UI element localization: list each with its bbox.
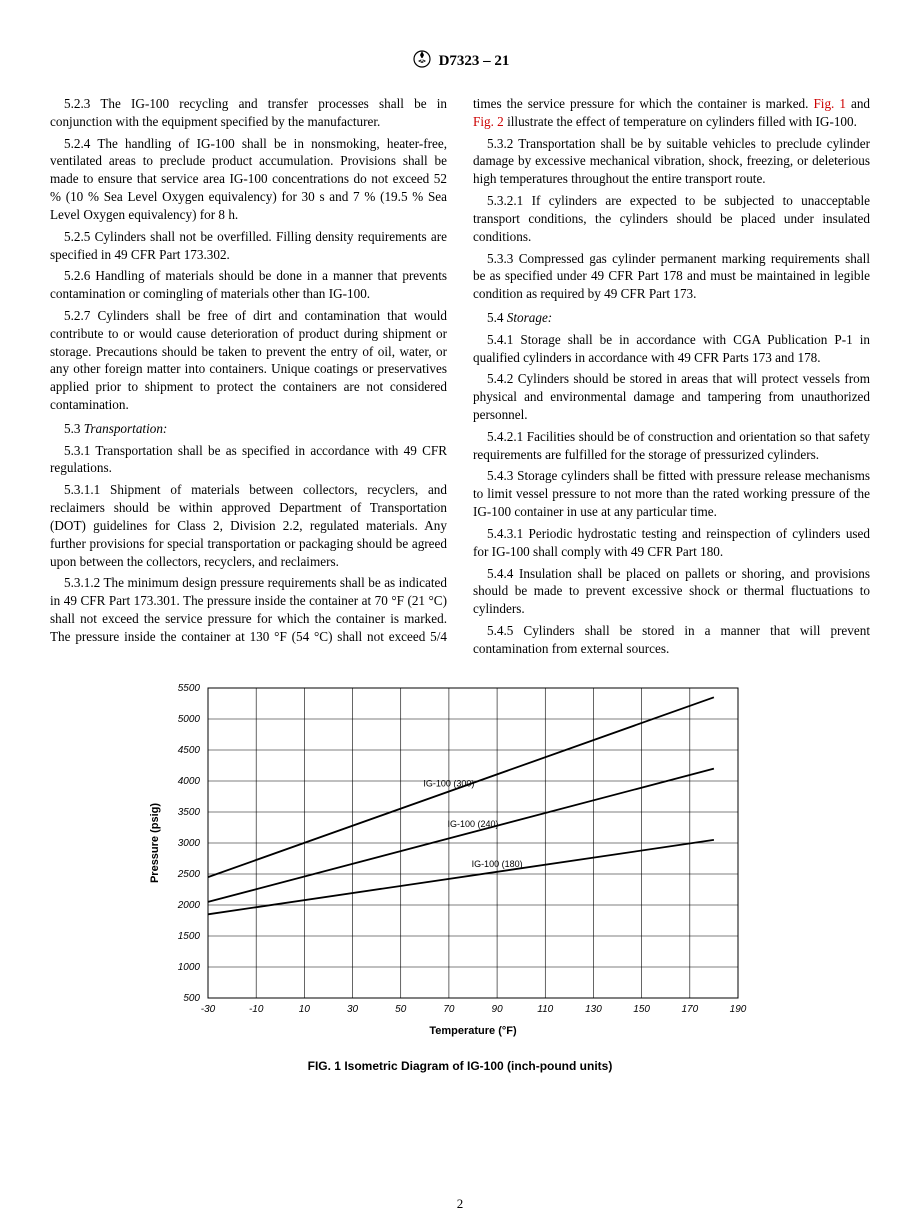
para-5-2-6: 5.2.6 Handling of materials should be do… [50,267,447,303]
svg-text:Temperature (°F): Temperature (°F) [429,1025,517,1037]
document-header: A D7323 – 21 [50,48,870,75]
para-5-3-2-1: 5.3.2.1 If cylinders are expected to be … [473,192,870,245]
para-5-4-2-1: 5.4.2.1 Facilities should be of construc… [473,428,870,464]
svg-text:1500: 1500 [178,931,201,942]
para-5-4-4: 5.4.4 Insulation shall be placed on pall… [473,565,870,618]
figure-1: -30 -10 10 30 50 70 90 110 130 150 170 190 500 1000 15… [140,678,780,1073]
para-5-2-3: 5.2.3 The IG-100 recycling and transfer … [50,95,447,131]
svg-text:IG-100 (180): IG-100 (180) [472,858,523,868]
section-5-3-num: 5.3 [64,421,84,436]
svg-text:500: 500 [183,993,200,1004]
section-5-3-title: 5.3 Transportation: [50,420,447,438]
svg-text:10: 10 [299,1004,311,1015]
svg-text:A: A [420,58,424,64]
para-5-3-1-2-c: illustrate the effect of temperature on … [504,114,857,129]
designation-text: D7323 – 21 [439,53,510,70]
para-5-3-3: 5.3.3 Compressed gas cylinder permanent … [473,250,870,303]
para-5-3-1-1: 5.3.1.1 Shipment of materials between co… [50,481,447,570]
para-5-2-5: 5.2.5 Cylinders shall not be overfilled.… [50,228,447,264]
svg-text:190: 190 [730,1004,747,1015]
astm-logo-icon: A [411,48,433,75]
svg-text:-10: -10 [249,1004,264,1015]
para-5-4-5: 5.4.5 Cylinders shall be stored in a man… [473,622,870,658]
chart-svg: -30 -10 10 30 50 70 90 110 130 150 170 190 500 1000 15… [140,678,750,1046]
svg-text:90: 90 [492,1004,504,1015]
svg-text:150: 150 [633,1004,650,1015]
fig2-ref: Fig. 2 [473,114,504,129]
para-5-3-1: 5.3.1 Transportation shall be as specifi… [50,442,447,478]
fig1-ref: Fig. 1 [813,96,846,111]
section-5-4-num: 5.4 [487,310,507,325]
svg-text:-30: -30 [201,1004,216,1015]
svg-text:30: 30 [347,1004,359,1015]
svg-text:3000: 3000 [178,838,201,849]
svg-text:4000: 4000 [178,776,201,787]
svg-text:70: 70 [443,1004,455,1015]
para-5-4-1: 5.4.1 Storage shall be in accordance wit… [473,331,870,367]
para-5-4-3-1: 5.4.3.1 Periodic hydrostatic testing and… [473,525,870,561]
body-columns: 5.2.3 The IG-100 recycling and transfer … [50,95,870,658]
svg-text:170: 170 [681,1004,698,1015]
svg-text:2000: 2000 [177,900,201,911]
svg-text:IG-100 (300): IG-100 (300) [423,778,474,788]
svg-text:1000: 1000 [178,962,201,973]
section-5-4-label: Storage: [507,310,552,325]
svg-text:4500: 4500 [178,745,201,756]
section-5-4-title: 5.4 Storage: [473,309,870,327]
svg-text:5500: 5500 [178,683,201,694]
svg-text:50: 50 [395,1004,407,1015]
svg-text:110: 110 [537,1004,553,1015]
para-5-3-1-2-b: and [846,96,870,111]
page-number: 2 [0,1196,920,1212]
svg-text:IG-100 (240): IG-100 (240) [447,819,498,829]
svg-text:5000: 5000 [178,714,201,725]
section-5-3-label: Transportation: [84,421,168,436]
svg-text:Pressure (psig): Pressure (psig) [149,802,161,882]
para-5-3-2: 5.3.2 Transportation shall be by suitabl… [473,135,870,188]
para-5-4-2: 5.4.2 Cylinders should be stored in area… [473,370,870,423]
svg-text:3500: 3500 [178,807,201,818]
para-5-2-7: 5.2.7 Cylinders shall be free of dirt an… [50,307,447,414]
para-5-4-3: 5.4.3 Storage cylinders shall be fitted … [473,467,870,520]
para-5-2-4: 5.2.4 The handling of IG-100 shall be in… [50,135,447,224]
svg-text:2500: 2500 [177,869,201,880]
figure-1-caption: FIG. 1 Isometric Diagram of IG-100 (inch… [140,1059,780,1073]
svg-text:130: 130 [585,1004,602,1015]
